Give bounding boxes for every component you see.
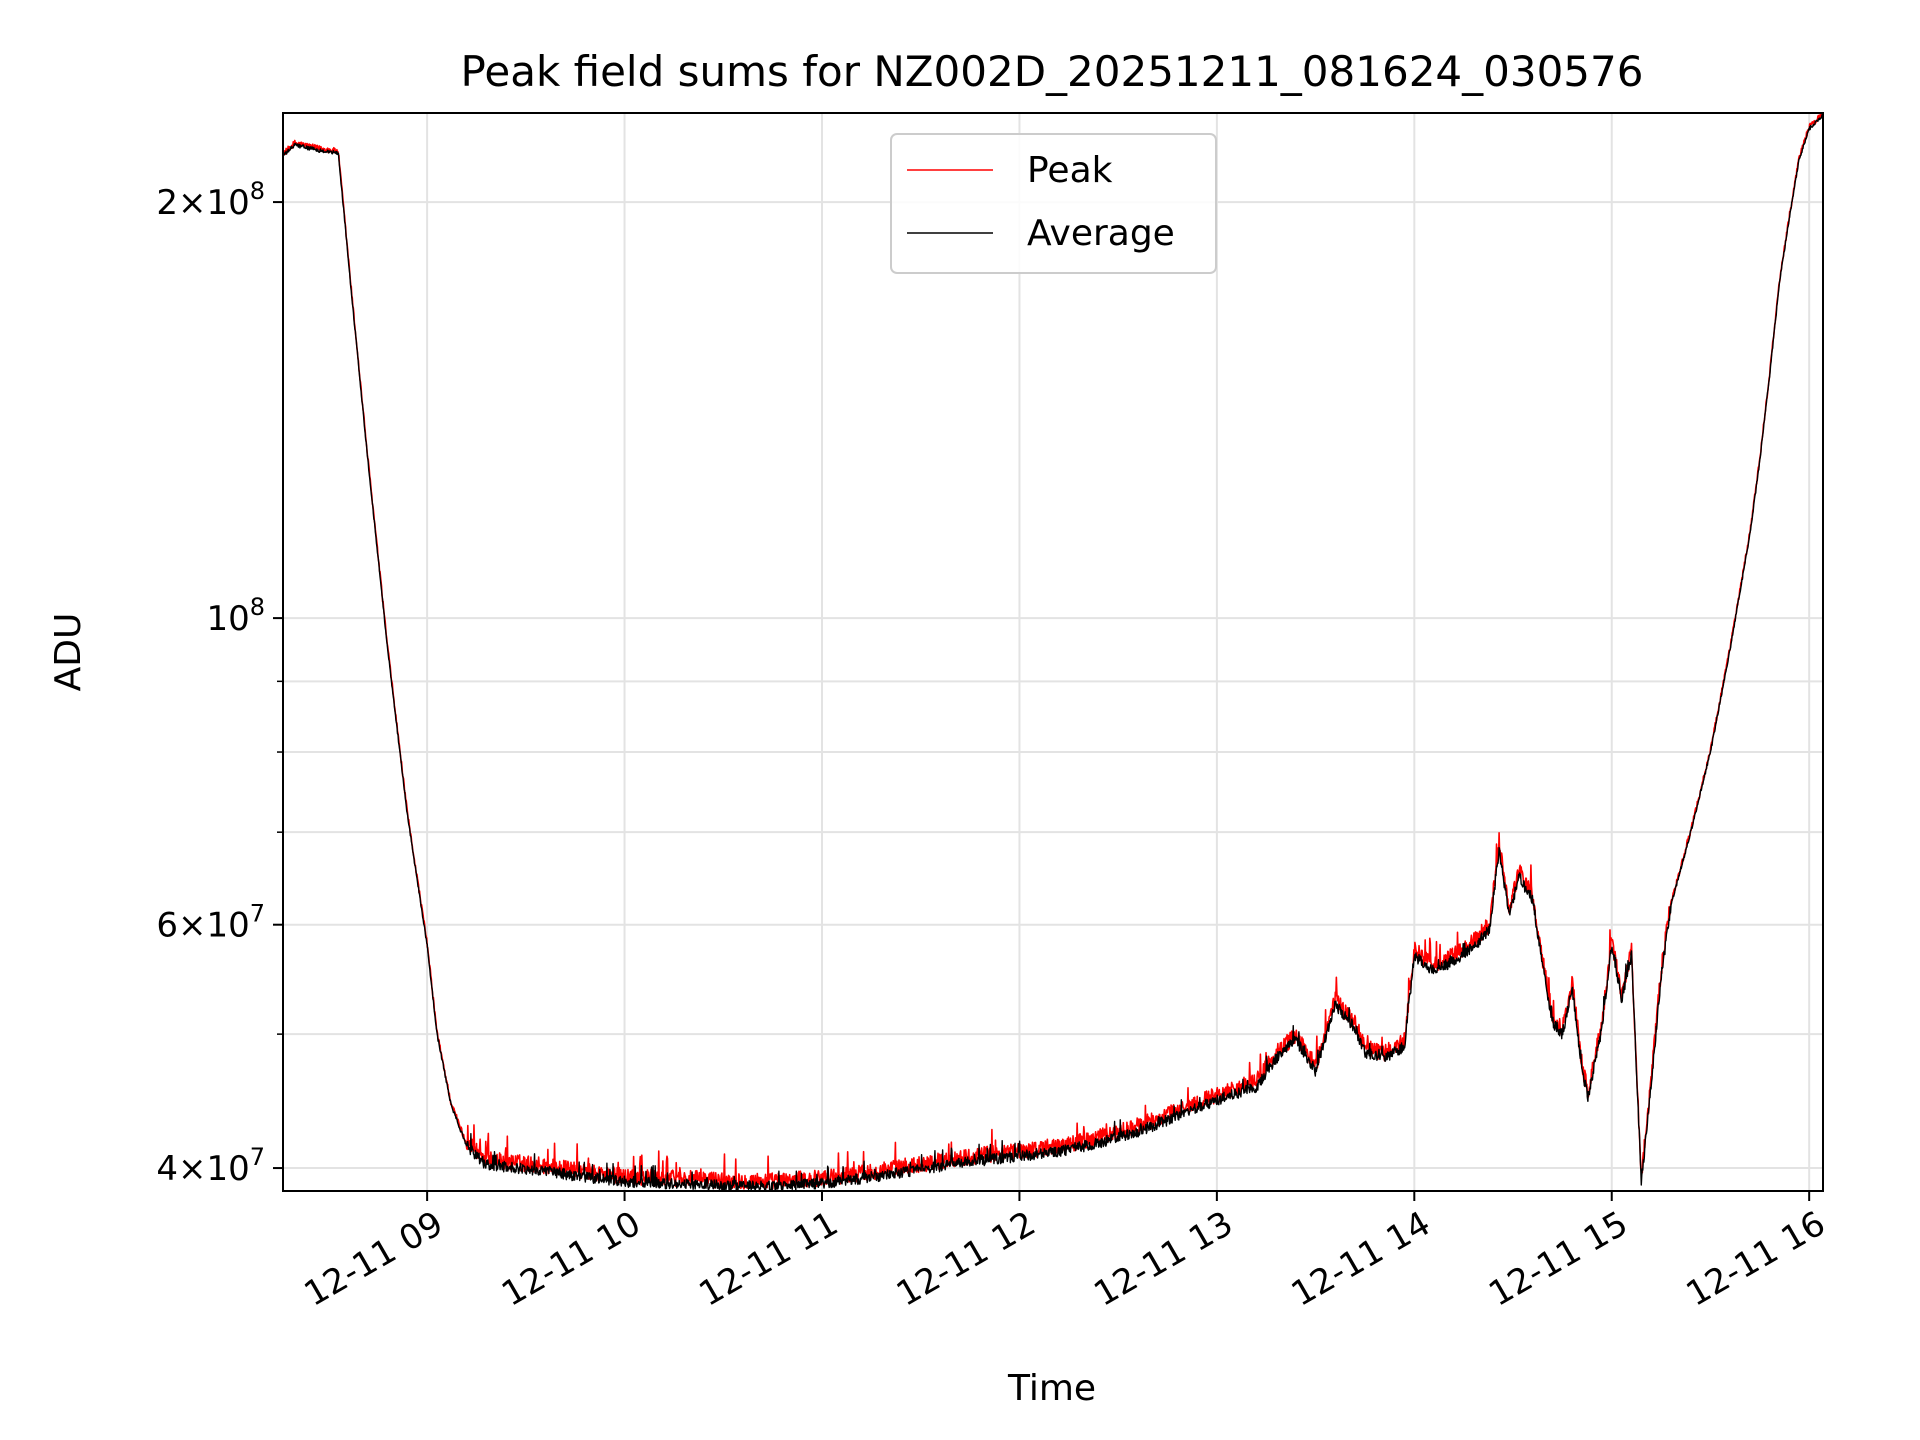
plot-area: [283, 113, 1823, 1191]
x-axis-label: Time: [1007, 1368, 1096, 1409]
grid-layer: [283, 113, 1823, 1191]
y-tick-label: 108: [206, 593, 265, 639]
y-axis: 4×107 6×107 108 2×108: [156, 177, 283, 1189]
series-line-peak: [283, 113, 1823, 1190]
series-line-average: [283, 114, 1823, 1191]
legend-label-peak: Peak: [1027, 150, 1113, 191]
y-axis-label: ADU: [48, 613, 89, 692]
chart-title: Peak field sums for NZ002D_20251211_0816…: [461, 47, 1644, 96]
legend: Peak Average: [890, 133, 1217, 274]
series-layer: [283, 113, 1823, 1191]
y-tick-label: 4×107: [156, 1143, 265, 1189]
legend-box: [890, 133, 1217, 274]
y-tick-label: 6×107: [156, 900, 265, 946]
y-tick-label: 2×108: [156, 177, 265, 223]
axes-frame: [282, 112, 1824, 1192]
legend-label-average: Average: [1027, 213, 1175, 254]
